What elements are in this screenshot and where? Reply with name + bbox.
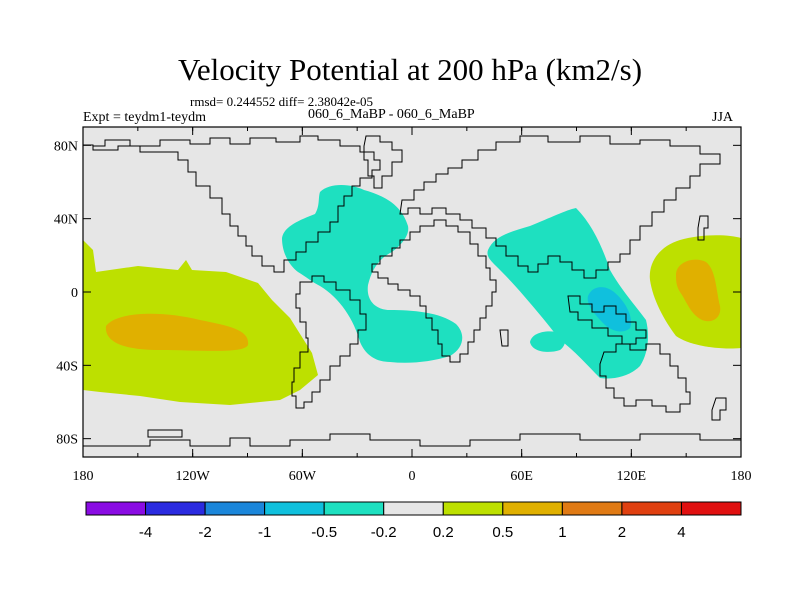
north-america-coast xyxy=(83,135,381,273)
antarctica-coast xyxy=(83,433,741,447)
australia-coast xyxy=(599,343,691,413)
japan-coast xyxy=(697,215,709,241)
colorbar-label: 0.5 xyxy=(492,524,513,541)
colorbar-label: 1 xyxy=(558,524,566,541)
atlantic-negative-region xyxy=(282,185,463,363)
coastlines xyxy=(83,135,741,447)
greenland-coast xyxy=(363,135,403,189)
colorbar-swatch xyxy=(323,501,385,516)
colorbar-swatch xyxy=(442,501,504,516)
africa-eurasia-coast xyxy=(371,219,497,363)
colorbar-swatch xyxy=(680,501,742,516)
colorbar-swatch xyxy=(383,501,444,516)
y-tick-label: 80S xyxy=(56,433,78,448)
colorbar-swatch xyxy=(145,501,206,516)
x-tick-label: 120W xyxy=(176,469,211,484)
colorbar-label: -4 xyxy=(139,524,152,541)
maritime-negative-peak-region xyxy=(587,287,632,332)
colorbar-label: -2 xyxy=(198,524,211,541)
colorbar-label: -1 xyxy=(258,524,271,541)
y-tick-label: 40S xyxy=(56,359,78,374)
colorbar-label: 4 xyxy=(677,524,685,541)
colorbar-label: -0.2 xyxy=(371,524,397,541)
axis-ticks: 180 120W 60W 0 60E 120E 180 80N 40N 0 40S 80S xyxy=(54,127,752,484)
maritime-islands-coast xyxy=(567,295,647,345)
y-tick-label: 80N xyxy=(54,139,78,154)
x-tick-label: 180 xyxy=(73,469,94,484)
south-america-coast xyxy=(291,275,367,409)
colorbar-label: -0.5 xyxy=(311,524,337,541)
colorbar-swatch xyxy=(561,501,623,516)
west-pacific-peak-region xyxy=(676,259,721,322)
madagascar-coast xyxy=(499,329,509,347)
x-tick-label: 0 xyxy=(409,469,416,484)
x-tick-label: 60W xyxy=(289,469,317,484)
rmsd-diff-stats: rmsd= 0.244552 diff= 2.38042e-05 xyxy=(190,94,374,109)
colorbar-swatch xyxy=(621,501,682,516)
colorbar-swatch xyxy=(264,501,325,516)
case-id-label: 060_6_MaBP - 060_6_MaBP xyxy=(308,107,475,122)
x-tick-label: 120E xyxy=(617,469,647,484)
x-tick-label: 180 xyxy=(731,469,752,484)
pacific-peak-region xyxy=(105,313,249,351)
colorbar-label: 2 xyxy=(618,524,626,541)
season-label: JJA xyxy=(712,110,734,125)
experiment-label: Expt = teydm1-teydm xyxy=(83,110,206,125)
colorbar-swatch xyxy=(85,501,147,516)
plot-title: Velocity Potential at 200 hPa (km2/s) xyxy=(177,52,643,87)
colorbar: -4 -2 -1 -0.5 -0.2 0.2 0.5 1 2 4 xyxy=(85,501,742,541)
colorbar-swatch xyxy=(204,501,266,516)
colorbar-label: 0.2 xyxy=(433,524,454,541)
x-tick-label: 60E xyxy=(510,469,533,484)
indian-ocean-small-negative-region xyxy=(530,331,565,352)
colorbar-swatch xyxy=(502,501,563,516)
new-zealand-coast xyxy=(711,397,727,421)
y-tick-label: 0 xyxy=(71,286,78,301)
europe-asia-coast xyxy=(399,135,721,279)
y-tick-label: 40N xyxy=(54,213,78,228)
antarctic-ice-block xyxy=(147,429,183,438)
